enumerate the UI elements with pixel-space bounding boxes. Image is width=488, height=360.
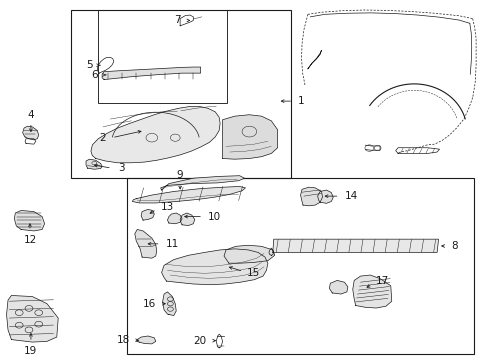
Text: 5: 5	[85, 60, 92, 70]
Polygon shape	[162, 292, 176, 316]
Text: 17: 17	[375, 276, 388, 286]
Text: 16: 16	[142, 299, 156, 309]
Polygon shape	[329, 280, 347, 294]
Text: 12: 12	[23, 234, 37, 244]
Text: 4: 4	[27, 110, 34, 120]
Text: 7: 7	[174, 15, 181, 26]
Polygon shape	[132, 186, 245, 203]
Text: 10: 10	[207, 212, 221, 221]
Text: 14: 14	[344, 191, 357, 201]
Text: 9: 9	[177, 170, 183, 180]
Polygon shape	[272, 239, 438, 252]
Polygon shape	[135, 229, 157, 258]
Polygon shape	[6, 296, 58, 342]
Text: 1: 1	[298, 96, 304, 106]
Polygon shape	[352, 275, 391, 308]
Text: 3: 3	[118, 163, 124, 173]
Polygon shape	[161, 249, 267, 285]
Text: 6: 6	[91, 70, 98, 80]
Text: 8: 8	[451, 241, 457, 251]
Polygon shape	[86, 159, 102, 169]
Polygon shape	[180, 213, 194, 226]
Text: 11: 11	[165, 239, 179, 249]
Text: 2: 2	[99, 133, 105, 143]
Polygon shape	[300, 187, 322, 206]
Polygon shape	[222, 115, 277, 159]
Polygon shape	[224, 245, 274, 263]
Polygon shape	[137, 336, 156, 344]
Text: 15: 15	[246, 268, 260, 278]
Polygon shape	[167, 213, 182, 224]
Polygon shape	[22, 126, 39, 140]
Polygon shape	[317, 190, 332, 203]
Text: 18: 18	[117, 335, 130, 345]
Bar	[98, 10, 227, 103]
Text: 19: 19	[24, 346, 38, 356]
Text: 13: 13	[160, 202, 174, 212]
Bar	[127, 178, 473, 354]
Polygon shape	[160, 176, 244, 190]
Text: 20: 20	[193, 336, 206, 346]
Polygon shape	[14, 211, 44, 231]
Polygon shape	[102, 67, 200, 80]
Polygon shape	[91, 107, 220, 163]
Bar	[71, 10, 290, 178]
Polygon shape	[141, 210, 154, 220]
